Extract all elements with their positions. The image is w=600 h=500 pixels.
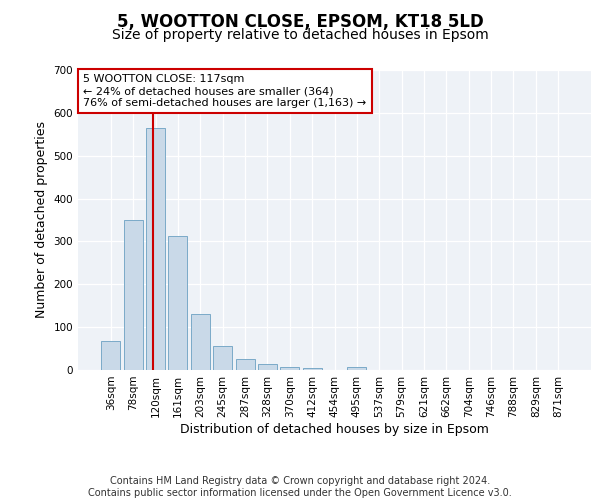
Bar bbox=[236, 360, 254, 370]
Text: 5 WOOTTON CLOSE: 117sqm
← 24% of detached houses are smaller (364)
76% of semi-d: 5 WOOTTON CLOSE: 117sqm ← 24% of detache… bbox=[83, 74, 367, 108]
Text: 5, WOOTTON CLOSE, EPSOM, KT18 5LD: 5, WOOTTON CLOSE, EPSOM, KT18 5LD bbox=[116, 12, 484, 30]
Bar bbox=[146, 128, 165, 370]
Text: Contains HM Land Registry data © Crown copyright and database right 2024.
Contai: Contains HM Land Registry data © Crown c… bbox=[88, 476, 512, 498]
Bar bbox=[280, 368, 299, 370]
Bar bbox=[302, 368, 322, 370]
Text: Size of property relative to detached houses in Epsom: Size of property relative to detached ho… bbox=[112, 28, 488, 42]
Bar bbox=[124, 220, 143, 370]
X-axis label: Distribution of detached houses by size in Epsom: Distribution of detached houses by size … bbox=[180, 422, 489, 436]
Bar bbox=[213, 346, 232, 370]
Bar bbox=[347, 366, 367, 370]
Bar bbox=[191, 314, 210, 370]
Bar bbox=[101, 341, 121, 370]
Y-axis label: Number of detached properties: Number of detached properties bbox=[35, 122, 48, 318]
Bar bbox=[169, 236, 187, 370]
Bar bbox=[258, 364, 277, 370]
